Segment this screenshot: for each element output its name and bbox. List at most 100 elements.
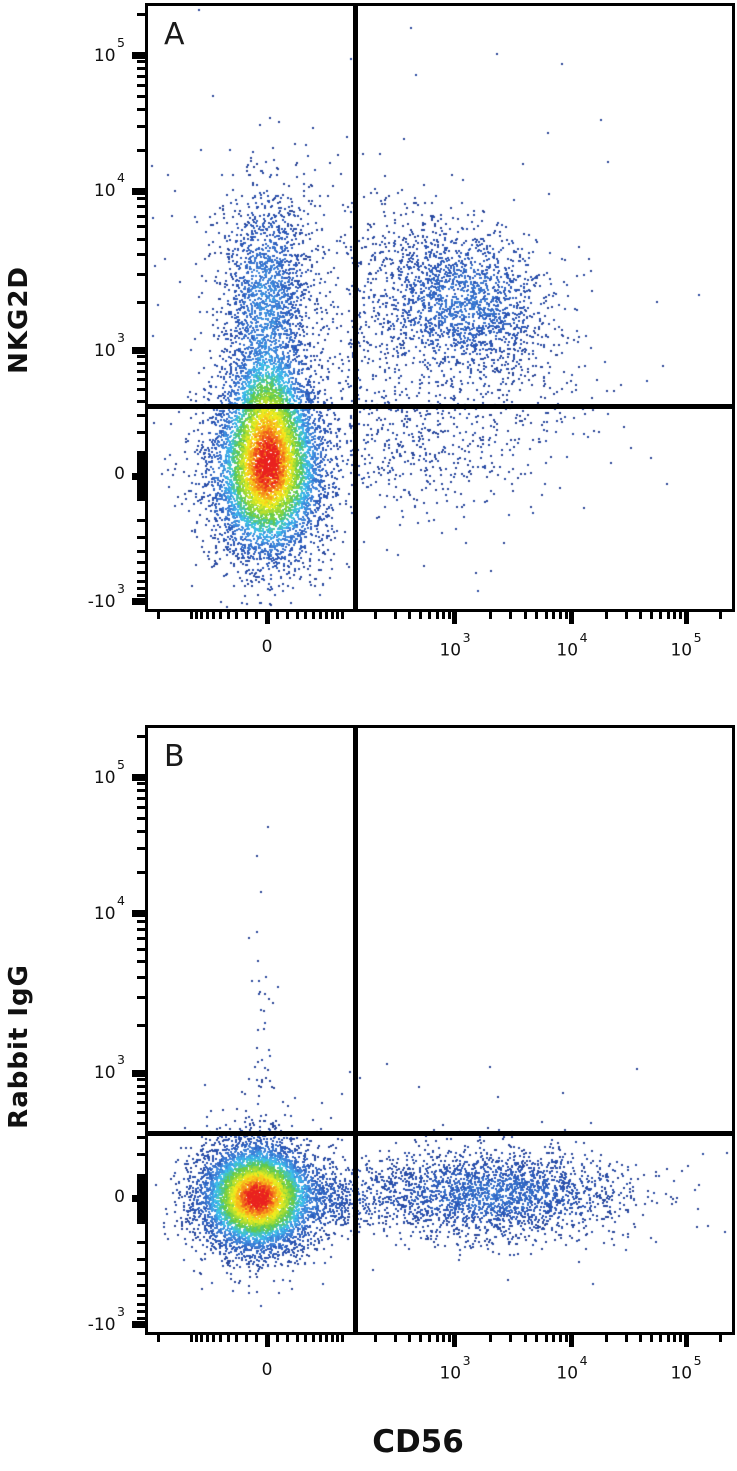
axis-tick-minor <box>137 1258 145 1262</box>
axis-tick-minor <box>137 797 145 801</box>
panel-label-a: A <box>164 17 185 52</box>
axis-tick-minor <box>624 612 628 619</box>
axis-tick-minor <box>552 1335 556 1342</box>
axis-tick-minor <box>523 1335 527 1342</box>
axis-tick-minor <box>488 1335 492 1342</box>
axis-tick-label: 103 <box>93 329 125 361</box>
axis-tick-minor <box>137 486 145 490</box>
axis-tick-minor <box>137 561 145 565</box>
axis-tick-minor <box>137 1136 145 1140</box>
axis-tick-minor <box>137 594 145 598</box>
axis-tick-minor <box>137 253 145 257</box>
axis-tick-minor <box>276 1335 280 1342</box>
axis-tick-minor <box>137 1187 145 1191</box>
axis-tick-minor <box>137 479 145 483</box>
axis-tick-major <box>452 1335 458 1347</box>
axis-tick-minor <box>235 612 239 619</box>
axis-tick-minor <box>666 612 670 619</box>
axis-tick-minor <box>559 612 563 619</box>
axis-tick-minor <box>312 612 316 619</box>
axis-tick-minor <box>295 1335 299 1342</box>
axis-tick-minor <box>137 1207 145 1211</box>
axis-tick-minor <box>137 493 145 497</box>
axis-tick-label: 104 <box>556 630 588 661</box>
axis-tick-label: 104 <box>556 1353 588 1384</box>
axis-tick-minor <box>137 451 145 455</box>
axis-tick-label: 105 <box>93 34 125 66</box>
plot-area-a: A <box>145 3 735 612</box>
axis-tick-minor <box>137 806 145 810</box>
axis-tick-major <box>683 612 689 624</box>
axis-tick-minor <box>137 1214 145 1218</box>
axis-tick-minor <box>137 491 145 495</box>
axis-tick-minor <box>137 947 145 951</box>
axis-tick-minor <box>137 549 145 553</box>
axis-tick-minor <box>418 1335 422 1342</box>
axis-tick-minor <box>650 612 654 619</box>
axis-tick-minor <box>330 612 334 619</box>
axis-tick-minor <box>137 535 145 539</box>
axis-tick-major <box>132 1069 145 1077</box>
axis-tick-minor <box>137 75 145 79</box>
axis-tick-minor <box>718 612 722 619</box>
axis-tick-minor <box>286 1335 290 1342</box>
axis-tick-minor <box>295 612 299 619</box>
axis-tick-major <box>132 187 145 195</box>
axis-tick-minor <box>137 735 145 739</box>
axis-tick-minor <box>137 1202 145 1206</box>
axis-tick-major <box>132 598 145 606</box>
axis-tick-minor <box>407 612 411 619</box>
axis-tick-minor <box>544 612 548 619</box>
axis-tick-minor <box>137 495 145 499</box>
axis-tick-minor <box>137 498 145 502</box>
axis-tick-minor <box>666 1335 670 1342</box>
axis-tick-minor <box>137 1218 145 1222</box>
axis-tick-minor <box>373 612 377 619</box>
axis-tick-minor <box>673 612 677 619</box>
axis-tick-minor <box>276 612 280 619</box>
axis-tick-minor <box>373 1335 377 1342</box>
axis-tick-minor <box>137 1317 145 1321</box>
axis-tick-minor <box>544 1335 548 1342</box>
axis-tick-label: 0 <box>261 637 273 657</box>
axis-tick-minor <box>137 462 145 466</box>
axis-tick-minor <box>137 467 145 471</box>
x-axis-title: CD56 <box>372 1424 464 1460</box>
axis-tick-minor <box>137 477 145 481</box>
axis-tick-minor <box>509 1335 513 1342</box>
axis-tick-minor <box>442 1335 446 1342</box>
axis-tick-minor <box>137 237 145 241</box>
axis-tick-label: 103 <box>93 1052 125 1084</box>
axis-tick-minor <box>137 995 145 999</box>
axis-tick-major <box>132 347 145 355</box>
axis-tick-major <box>132 910 145 918</box>
axis-tick-minor <box>304 1335 308 1342</box>
axis-tick-minor <box>137 84 145 88</box>
axis-tick-minor <box>137 1122 145 1126</box>
axis-tick-label: 105 <box>670 630 702 661</box>
gate-horizontal-b <box>148 1130 732 1136</box>
axis-tick-minor <box>639 612 643 619</box>
axis-tick-minor <box>418 612 422 619</box>
axis-tick-minor <box>137 1110 145 1114</box>
axis-tick-minor <box>137 1180 145 1184</box>
axis-tick-minor <box>137 362 145 366</box>
y-axis-title-nkg2d: NKG2D <box>4 266 34 374</box>
axis-tick-minor <box>137 1185 145 1189</box>
axis-tick-major <box>569 612 575 624</box>
axis-tick-minor <box>137 484 145 488</box>
gate-vertical-a <box>353 6 359 609</box>
axis-tick-minor <box>624 1335 628 1342</box>
axis-tick-minor <box>137 369 145 373</box>
axis-tick-minor <box>137 1190 145 1194</box>
axis-tick-minor <box>157 1335 161 1342</box>
axis-tick-minor <box>137 378 145 382</box>
axis-tick-minor <box>205 1335 209 1342</box>
axis-tick-major <box>132 1321 145 1329</box>
axis-tick-minor <box>442 612 446 619</box>
axis-tick-minor <box>137 399 145 403</box>
axis-tick-minor <box>535 612 539 619</box>
axis-tick-minor <box>137 1220 145 1224</box>
axis-tick-minor <box>137 830 145 834</box>
axis-tick-minor <box>137 936 145 940</box>
